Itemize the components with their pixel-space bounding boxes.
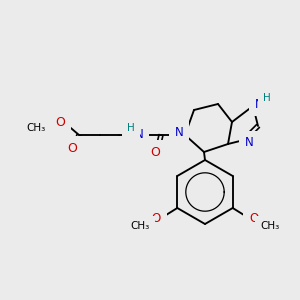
Text: CH₃: CH₃ bbox=[26, 123, 46, 133]
Text: N: N bbox=[255, 98, 263, 110]
Text: CH₃: CH₃ bbox=[131, 221, 150, 231]
Text: O: O bbox=[152, 212, 161, 224]
Text: O: O bbox=[249, 212, 258, 224]
Text: H: H bbox=[263, 93, 271, 103]
Text: N: N bbox=[175, 127, 183, 140]
Text: H: H bbox=[127, 123, 135, 133]
Text: O: O bbox=[67, 142, 77, 155]
Text: O: O bbox=[150, 146, 160, 160]
Text: CH₃: CH₃ bbox=[260, 221, 279, 231]
Text: N: N bbox=[244, 136, 253, 149]
Text: N: N bbox=[135, 128, 143, 142]
Text: O: O bbox=[55, 116, 65, 128]
